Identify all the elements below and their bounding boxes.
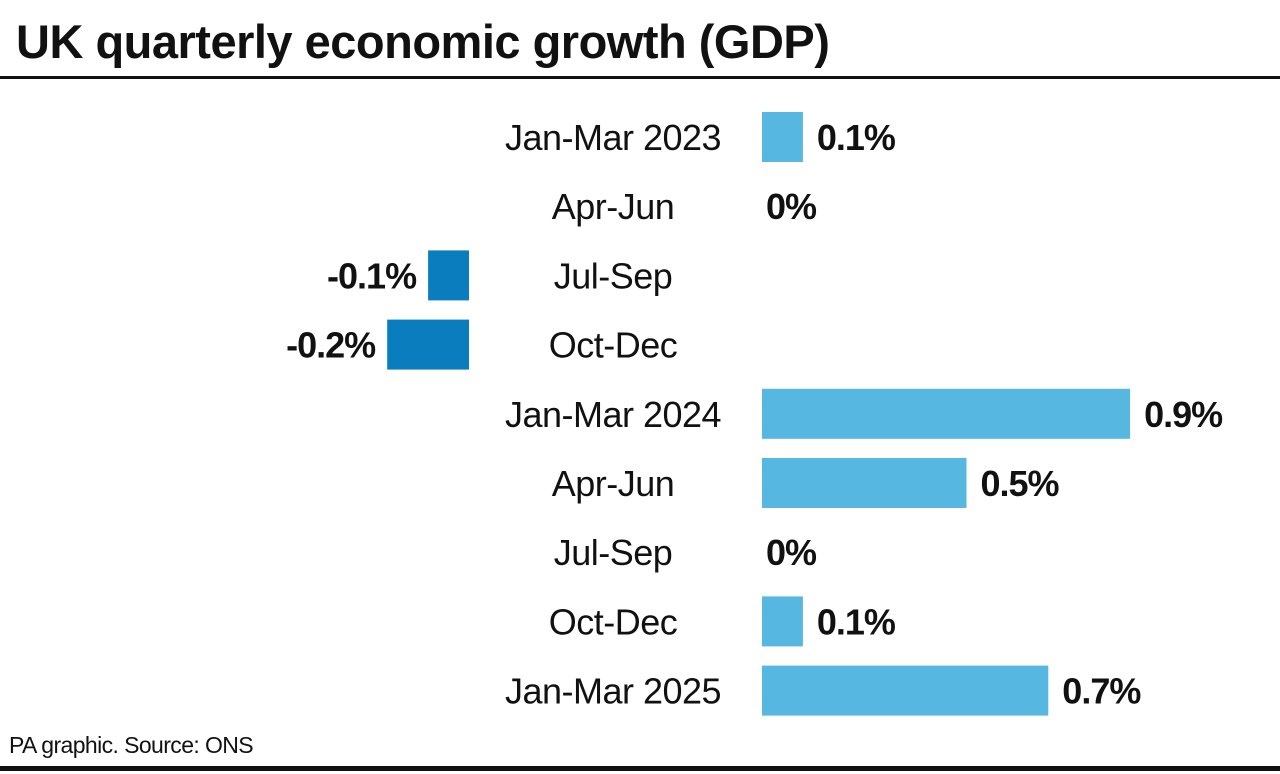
bars-group [387, 112, 1131, 716]
value-label: 0.5% [981, 463, 1060, 504]
category-label: Jan-Mar 2025 [505, 671, 721, 712]
bar-negative [428, 250, 469, 301]
value-label: 0.1% [817, 117, 896, 158]
chart-title: UK quarterly economic growth (GDP) [16, 15, 830, 68]
value-label: 0% [766, 186, 817, 227]
category-label: Jan-Mar 2024 [505, 394, 721, 435]
value-label: -0.1% [327, 255, 417, 296]
bar-positive [762, 665, 1049, 716]
category-label: Jul-Sep [554, 532, 673, 573]
value-label: 0.1% [817, 601, 896, 642]
value-label: 0.9% [1144, 394, 1223, 435]
bar-positive [762, 458, 967, 508]
category-label: Jul-Sep [554, 255, 673, 296]
category-label: Apr-Jun [552, 463, 675, 504]
value-label: 0% [766, 532, 817, 573]
value-labels: 0.1%0%-0.1%-0.2%0.9%0.5%0%0.1%0.7% [286, 117, 1224, 712]
title-divider [0, 76, 1280, 79]
value-label: -0.2% [286, 325, 376, 366]
category-label: Oct-Dec [549, 601, 678, 642]
category-label: Jan-Mar 2023 [505, 117, 721, 158]
bar-positive [762, 596, 803, 647]
category-label: Apr-Jun [552, 186, 675, 227]
bar-negative [387, 319, 469, 370]
category-labels: Jan-Mar 2023 Apr-Jun Jul-Sep Oct-Dec Jan-Mar… [505, 117, 722, 712]
category-label: Oct-Dec [549, 325, 678, 366]
source-note: PA graphic. Source: ONS [9, 732, 254, 758]
bar-positive [762, 112, 803, 162]
footer-divider [0, 766, 1280, 771]
value-label: 0.7% [1062, 671, 1141, 712]
bar-positive [762, 388, 1131, 439]
